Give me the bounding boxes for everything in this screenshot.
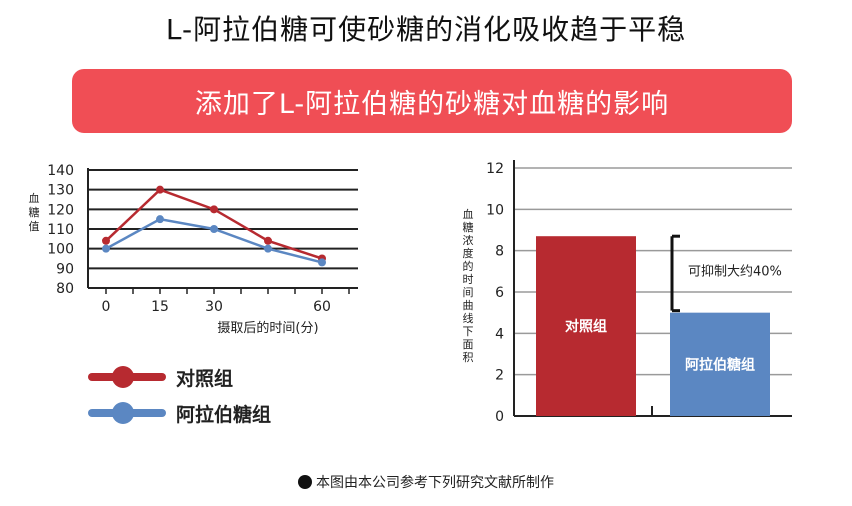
y-axis-label-char: 时 — [463, 273, 474, 286]
series-point-0 — [210, 205, 218, 214]
bar-0 — [536, 236, 636, 416]
x-tick-label: 60 — [313, 299, 331, 315]
bar-label: 对照组 — [565, 318, 607, 335]
y-tick-label: 8 — [495, 244, 504, 260]
y-axis-label-char: 浓 — [463, 234, 474, 247]
bullet-icon — [298, 475, 312, 489]
y-tick-label: 130 — [47, 183, 74, 199]
legend-arabinose-line — [88, 402, 166, 424]
footnote-text: 本图由本公司参考下列研究文献所制作 — [316, 475, 554, 491]
y-axis-label-char: 值 — [29, 220, 40, 233]
legend-arabinose: 阿拉伯糖组 — [88, 398, 271, 428]
chart-banner: 添加了L-阿拉伯糖的砂糖对血糖的影响 — [72, 69, 792, 133]
series-point-1 — [318, 258, 326, 267]
y-tick-label: 90 — [56, 261, 74, 277]
series-point-0 — [102, 236, 110, 245]
y-tick-label: 100 — [47, 242, 74, 258]
series-point-0 — [264, 236, 272, 245]
y-axis-label-char: 下 — [463, 325, 474, 338]
page-title: L-阿拉伯糖可使砂糖的消化吸收趋于平稳 — [165, 13, 687, 46]
series-point-1 — [210, 225, 218, 233]
annotation-text: 可抑制大约40% — [688, 264, 782, 279]
y-tick-label: 120 — [47, 202, 74, 218]
legend-control-label: 对照组 — [176, 367, 234, 390]
bar-1 — [670, 312, 770, 416]
series-point-1 — [102, 244, 110, 253]
legend-control-line — [88, 366, 166, 388]
y-axis-label-char: 积 — [463, 351, 474, 364]
y-tick-label: 80 — [56, 281, 74, 297]
y-axis-label-char: 糖 — [463, 220, 474, 234]
y-axis-label-char: 血 — [29, 191, 40, 205]
y-axis-label-char: 间 — [463, 286, 474, 299]
y-axis-label-char: 曲 — [463, 299, 474, 312]
y-axis-label-char: 糖 — [29, 205, 40, 219]
x-tick-label: 30 — [205, 299, 223, 315]
x-axis-label: 摄取后的时间(分) — [217, 320, 318, 336]
bar-label: 阿拉伯糖组 — [685, 356, 755, 373]
y-tick-label: 10 — [486, 202, 504, 218]
footnote: 本图由本公司参考下列研究文献所制作 — [0, 472, 852, 492]
legend-control: 对照组 — [88, 362, 233, 392]
y-axis-label-char: 面 — [463, 338, 474, 351]
series-point-0 — [156, 185, 164, 194]
legend-arabinose-label: 阿拉伯糖组 — [176, 403, 272, 426]
series-point-1 — [264, 244, 272, 253]
y-tick-label: 2 — [495, 368, 504, 384]
y-axis-label-char: 度 — [463, 246, 474, 260]
y-axis-label-char: 线 — [463, 311, 474, 325]
y-tick-label: 140 — [47, 163, 74, 179]
x-tick-label: 15 — [151, 299, 169, 315]
y-tick-label: 12 — [486, 161, 504, 177]
y-tick-label: 0 — [495, 409, 504, 425]
series-point-1 — [156, 215, 164, 224]
legend-control-marker — [112, 366, 134, 388]
y-tick-label: 110 — [47, 222, 74, 238]
y-axis-label-char: 血 — [463, 207, 474, 221]
legend-arabinose-marker — [112, 402, 134, 424]
y-axis-label-char: 的 — [463, 259, 474, 273]
x-tick-label: 0 — [102, 299, 111, 315]
y-tick-label: 6 — [495, 285, 504, 301]
y-tick-label: 4 — [495, 326, 504, 342]
line-chart: 80 90 100 110 120 130 140 0 15 30 60 摄取后的时间(分) 血糖值 — [29, 163, 358, 336]
